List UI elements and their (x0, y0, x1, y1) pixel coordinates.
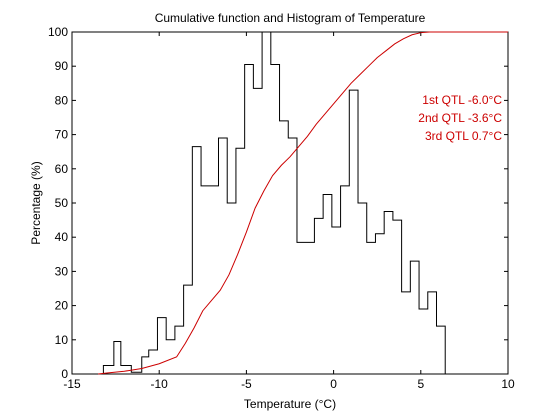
x-tick-label: 10 (501, 377, 515, 391)
x-tick-label: -10 (151, 377, 169, 391)
y-axis-title: Percentage (%) (29, 161, 43, 244)
y-tick-label: 80 (55, 93, 69, 107)
y-tick-label: 0 (61, 367, 68, 381)
y-tick-label: 70 (55, 128, 69, 142)
axes-box (71, 31, 509, 375)
y-tick-label: 40 (55, 230, 69, 244)
histogram-series (98, 31, 446, 375)
quantile-annotations: 1st QTL -6.0°C 2nd QTL -3.6°C 3rd QTL 0.7°… (418, 93, 502, 143)
x-tick-label: 0 (330, 377, 337, 391)
chart-title: Cumulative function and Histogram of Tem… (155, 11, 426, 25)
y-tick-label: 90 (55, 59, 69, 73)
x-axis-title: Temperature (°C) (244, 397, 336, 411)
x-tick-label: 5 (417, 377, 424, 391)
y-tick-label: 50 (55, 196, 69, 210)
quantile-annotation: 3rd QTL 0.7°C (425, 129, 502, 143)
quantile-annotation: 1st QTL -6.0°C (422, 93, 502, 107)
y-tick-label: 10 (55, 333, 69, 347)
y-tick-label: 60 (55, 162, 69, 176)
y-tick-label: 20 (55, 299, 69, 313)
y-tick-label: 100 (48, 25, 68, 39)
x-tick-label: -5 (241, 377, 252, 391)
cdf-series (98, 31, 508, 375)
quantile-annotation: 2nd QTL -3.6°C (418, 111, 502, 125)
x-tick-label: -15 (63, 377, 81, 391)
y-tick-label: 30 (55, 264, 69, 278)
